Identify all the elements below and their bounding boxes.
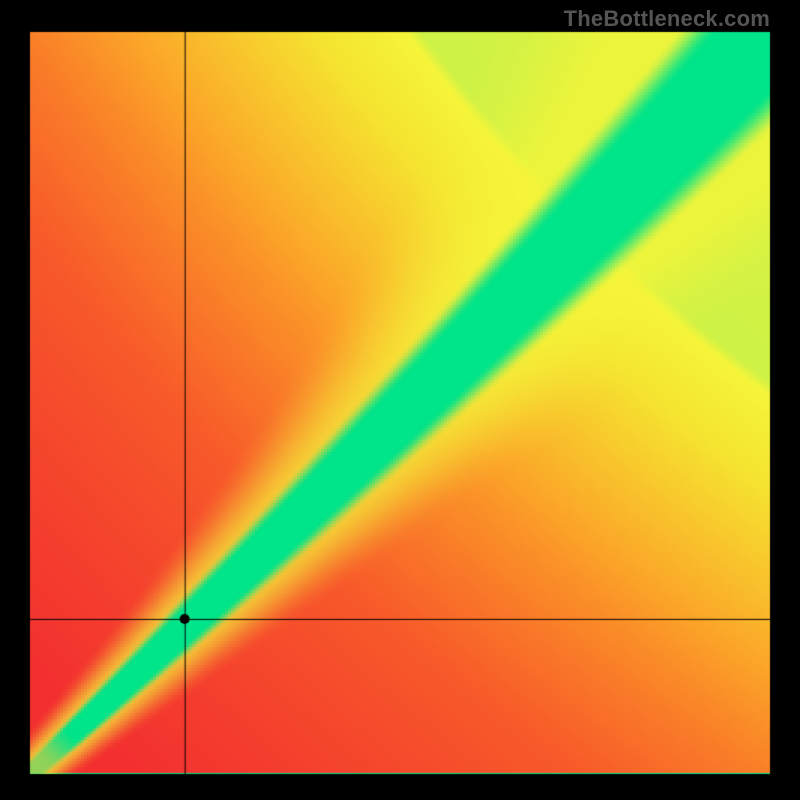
chart-container: TheBottleneck.com [0,0,800,800]
bottleneck-heatmap [0,0,800,800]
watermark-text: TheBottleneck.com [564,6,770,32]
